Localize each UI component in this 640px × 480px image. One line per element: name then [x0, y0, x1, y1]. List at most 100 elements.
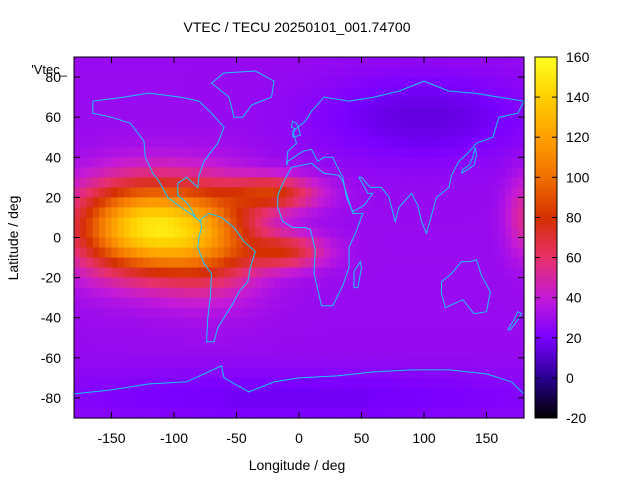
heatmap-cell: [249, 257, 256, 269]
heatmap-cell: [405, 367, 413, 379]
heatmap-cell: [224, 297, 231, 309]
heatmap-cell: [386, 87, 394, 98]
heatmap-cell: [286, 297, 294, 309]
heatmap-cell: [324, 267, 331, 279]
heatmap-cell: [424, 397, 431, 409]
heatmap-cell: [480, 247, 488, 259]
heatmap-cell: [480, 207, 488, 219]
heatmap-cell: [74, 87, 81, 98]
heatmap-cell: [205, 217, 213, 229]
heatmap-cell: [224, 147, 231, 158]
heatmap-cell: [342, 287, 350, 299]
heatmap-cell: [511, 177, 519, 188]
heatmap-cell: [436, 407, 444, 419]
heatmap-cell: [424, 137, 431, 148]
heatmap-cell: [230, 387, 238, 399]
heatmap-cell: [86, 297, 94, 309]
heatmap-cell: [511, 257, 519, 269]
heatmap-cell: [355, 297, 363, 309]
heatmap-cell: [149, 117, 156, 128]
heatmap-cell: [105, 397, 113, 409]
heatmap-cell: [205, 337, 213, 349]
heatmap-cell: [505, 157, 513, 168]
heatmap-cell: [99, 137, 106, 148]
heatmap-cell: [411, 257, 419, 269]
heatmap-cell: [330, 377, 338, 389]
heatmap-cell: [236, 127, 244, 138]
heatmap-cell: [236, 197, 244, 209]
heatmap-cell: [211, 317, 219, 329]
heatmap-cell: [392, 177, 400, 188]
heatmap-cell: [424, 167, 431, 178]
heatmap-cell: [155, 327, 163, 339]
heatmap-cell: [486, 347, 494, 359]
heatmap-cell: [449, 57, 456, 68]
heatmap-cell: [224, 367, 231, 379]
heatmap-cell: [136, 177, 144, 188]
heatmap-cell: [155, 177, 163, 188]
heatmap-cell: [224, 387, 231, 399]
heatmap-cell: [167, 297, 175, 309]
heatmap-cell: [511, 237, 519, 249]
heatmap-cell: [86, 277, 94, 289]
heatmap-cell: [367, 277, 375, 289]
heatmap-cell: [305, 387, 313, 399]
heatmap-cell: [424, 337, 431, 349]
heatmap-cell: [430, 367, 438, 379]
heatmap-cell: [192, 307, 200, 319]
heatmap-cell: [424, 227, 431, 239]
heatmap-cell: [374, 337, 381, 349]
heatmap-cell: [142, 147, 150, 158]
heatmap-cell: [367, 237, 375, 249]
heatmap-cell: [367, 317, 375, 329]
heatmap-cell: [380, 407, 388, 419]
heatmap-cell: [324, 307, 331, 319]
heatmap-cell: [499, 237, 506, 249]
heatmap-cell: [517, 137, 525, 148]
heatmap-cell: [486, 397, 494, 409]
heatmap-cell: [261, 57, 269, 68]
heatmap-cell: [430, 347, 438, 359]
heatmap-cell: [280, 217, 288, 229]
heatmap-cell: [111, 247, 119, 259]
heatmap-cell: [467, 267, 475, 279]
heatmap-cell: [130, 257, 138, 269]
heatmap-cell: [105, 317, 113, 329]
heatmap-cell: [174, 127, 181, 138]
heatmap-cell: [417, 57, 425, 68]
heatmap-cell: [174, 87, 181, 98]
heatmap-cell: [161, 267, 169, 279]
heatmap-cell: [192, 377, 200, 389]
heatmap-cell: [261, 287, 269, 299]
heatmap-cell: [130, 247, 138, 259]
heatmap-cell: [292, 127, 300, 138]
heatmap-cell: [186, 157, 194, 168]
heatmap-cell: [386, 407, 394, 419]
heatmap-cell: [261, 197, 269, 209]
heatmap-cell: [480, 107, 488, 118]
heatmap-cell: [205, 117, 213, 128]
heatmap-cell: [74, 407, 81, 419]
heatmap-cell: [280, 227, 288, 239]
heatmap-cell: [142, 127, 150, 138]
heatmap-cell: [430, 77, 438, 88]
heatmap-cell: [224, 227, 231, 239]
heatmap-cell: [155, 387, 163, 399]
heatmap-cell: [236, 147, 244, 158]
heatmap-cell: [136, 257, 144, 269]
heatmap-cell: [230, 227, 238, 239]
heatmap-cell: [349, 117, 356, 128]
heatmap-cell: [474, 87, 481, 98]
heatmap-cell: [286, 207, 294, 219]
heatmap-cell: [217, 97, 225, 108]
heatmap-cell: [199, 207, 206, 219]
heatmap-cell: [330, 227, 338, 239]
heatmap-cell: [467, 67, 475, 78]
heatmap-cell: [230, 207, 238, 219]
heatmap-cell: [480, 337, 488, 349]
heatmap-cell: [242, 67, 250, 78]
heatmap-cell: [224, 117, 231, 128]
coast-africa: [277, 162, 364, 307]
heatmap-cell: [74, 157, 81, 168]
heatmap-cell: [161, 247, 169, 259]
